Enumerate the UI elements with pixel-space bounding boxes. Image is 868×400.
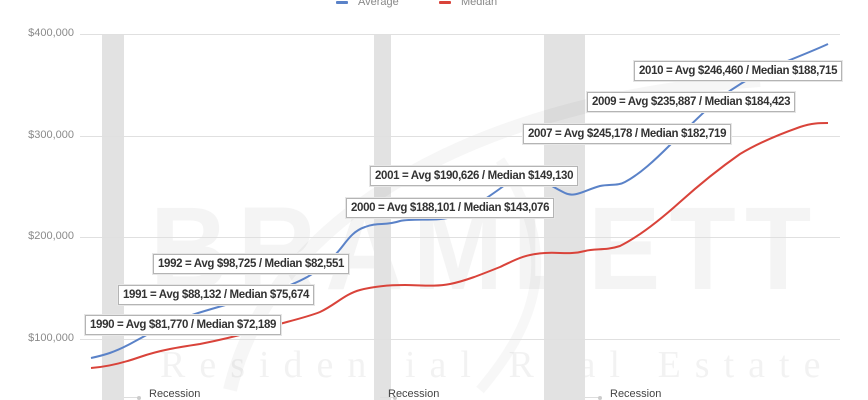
recession-label-1: Recession (149, 388, 201, 400)
annotation-2007: 2007 = Avg $245,178 / Median $182,719 (523, 124, 732, 144)
legend-label-median: Median (461, 0, 498, 8)
median-swatch-icon (439, 0, 451, 4)
y-tick-100k: $100,000 (28, 332, 74, 344)
legend-item-median[interactable]: Median (439, 0, 497, 8)
median-series-line[interactable] (90, 122, 829, 369)
legend-label-average: Average (358, 0, 399, 8)
average-swatch-icon (336, 0, 348, 4)
recession-1-leader (124, 397, 138, 398)
recession-label-3: Recession (610, 388, 662, 400)
recession-3-dot-icon (598, 396, 602, 400)
watermark-swoosh-inner-icon (480, 160, 536, 390)
y-tick-400k: $400,000 (28, 27, 74, 39)
annotation-1991: 1991 = Avg $88,132 / Median $75,674 (118, 285, 315, 305)
recession-1-dot-icon (137, 396, 141, 400)
chart-legend: Average Median (0, 0, 868, 10)
annotation-2009: 2009 = Avg $235,887 / Median $184,423 (587, 92, 796, 112)
recession-2-leader (380, 397, 394, 398)
recession-2-dot-icon (393, 396, 397, 400)
y-tick-200k: $200,000 (28, 230, 74, 242)
y-tick-300k: $300,000 (28, 129, 74, 141)
recession-label-2: Recession (388, 388, 440, 400)
annotation-1992: 1992 = Avg $98,725 / Median $82,551 (153, 254, 350, 274)
annotation-2010: 2010 = Avg $246,460 / Median $188,715 (634, 61, 843, 81)
legend-item-average[interactable]: Average (336, 0, 399, 8)
recession-3-leader (585, 397, 599, 398)
annotation-2000: 2000 = Avg $188,101 / Median $143,076 (346, 198, 555, 218)
annotation-2001: 2001 = Avg $190,626 / Median $149,130 (370, 166, 579, 186)
watermark-tagline: Residential Real Estate (160, 344, 835, 386)
recession-band-1 (102, 34, 124, 400)
gridlines (80, 34, 840, 340)
annotation-1990: 1990 = Avg $81,770 / Median $72,189 (85, 315, 282, 335)
